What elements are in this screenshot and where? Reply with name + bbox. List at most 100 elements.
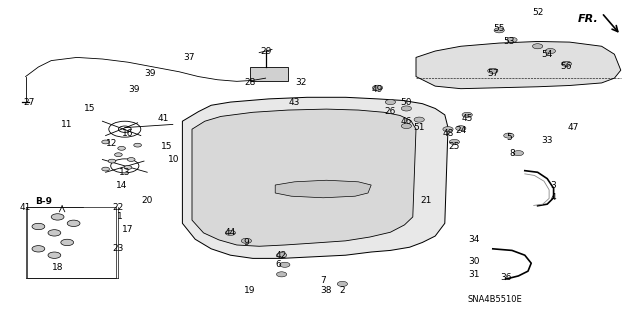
Text: 29: 29 <box>260 47 271 56</box>
Text: 42: 42 <box>276 251 287 260</box>
Text: 56: 56 <box>561 63 572 71</box>
Circle shape <box>504 133 514 138</box>
Circle shape <box>225 230 236 235</box>
Text: 31: 31 <box>468 270 479 279</box>
Circle shape <box>385 100 396 105</box>
Text: 17: 17 <box>122 225 134 234</box>
Circle shape <box>51 214 64 220</box>
Circle shape <box>241 238 252 243</box>
Text: 44: 44 <box>225 228 236 237</box>
Circle shape <box>102 167 109 171</box>
Text: 47: 47 <box>567 123 579 132</box>
Circle shape <box>561 61 572 66</box>
Text: 27: 27 <box>23 98 35 107</box>
Text: 4: 4 <box>551 193 556 202</box>
Circle shape <box>414 117 424 122</box>
Text: 6: 6 <box>276 260 281 269</box>
Text: 52: 52 <box>532 8 543 17</box>
Circle shape <box>532 44 543 49</box>
Circle shape <box>507 37 517 42</box>
Circle shape <box>48 252 61 258</box>
Polygon shape <box>192 109 416 246</box>
Circle shape <box>280 262 290 267</box>
Text: 9: 9 <box>244 238 249 247</box>
Text: SNA4B5510E: SNA4B5510E <box>467 295 522 304</box>
Text: 23: 23 <box>113 244 124 253</box>
Text: 39: 39 <box>145 69 156 78</box>
Text: 57: 57 <box>487 69 499 78</box>
Text: 12: 12 <box>106 139 118 148</box>
Text: 3: 3 <box>551 181 556 189</box>
Text: 25: 25 <box>449 142 460 151</box>
Circle shape <box>32 223 45 230</box>
Text: 21: 21 <box>420 197 431 205</box>
Circle shape <box>443 127 453 132</box>
FancyBboxPatch shape <box>250 67 288 81</box>
Text: 24: 24 <box>455 126 467 135</box>
Text: 33: 33 <box>541 136 553 145</box>
Text: 11: 11 <box>61 120 73 129</box>
Text: B-9: B-9 <box>35 197 52 206</box>
Circle shape <box>124 166 132 169</box>
Text: 2: 2 <box>340 286 345 295</box>
Circle shape <box>401 106 412 111</box>
Text: 36: 36 <box>500 273 511 282</box>
Circle shape <box>118 146 125 150</box>
Circle shape <box>449 139 460 145</box>
Text: 16: 16 <box>122 130 134 138</box>
Circle shape <box>276 272 287 277</box>
Text: 14: 14 <box>116 181 127 189</box>
Circle shape <box>456 126 466 131</box>
Text: 15: 15 <box>84 104 95 113</box>
Circle shape <box>494 28 504 33</box>
Circle shape <box>337 281 348 286</box>
Circle shape <box>127 158 135 161</box>
Circle shape <box>276 253 287 258</box>
Text: 1: 1 <box>118 212 123 221</box>
Text: 26: 26 <box>385 107 396 116</box>
Text: 46: 46 <box>401 117 412 126</box>
Text: 10: 10 <box>168 155 180 164</box>
Text: 54: 54 <box>541 50 553 59</box>
Circle shape <box>488 68 498 73</box>
Circle shape <box>48 230 61 236</box>
Text: 50: 50 <box>401 98 412 107</box>
Text: 28: 28 <box>244 78 255 87</box>
Polygon shape <box>182 97 448 258</box>
Text: 20: 20 <box>141 197 153 205</box>
Circle shape <box>372 85 383 90</box>
Circle shape <box>545 48 556 54</box>
Circle shape <box>401 123 412 129</box>
Text: 43: 43 <box>289 98 300 107</box>
Text: 7: 7 <box>321 276 326 285</box>
Text: 32: 32 <box>295 78 307 87</box>
Polygon shape <box>416 41 621 89</box>
Circle shape <box>102 140 109 144</box>
Circle shape <box>513 151 524 156</box>
Text: 55: 55 <box>493 24 505 33</box>
Text: 41: 41 <box>157 114 169 122</box>
Text: 48: 48 <box>442 130 454 138</box>
Text: 39: 39 <box>129 85 140 94</box>
Text: 22: 22 <box>113 203 124 212</box>
Circle shape <box>115 153 122 157</box>
Circle shape <box>67 220 80 226</box>
Text: 13: 13 <box>119 168 131 177</box>
Text: 37: 37 <box>183 53 195 62</box>
Circle shape <box>134 143 141 147</box>
Circle shape <box>108 159 116 163</box>
Circle shape <box>462 112 472 117</box>
Text: 49: 49 <box>372 85 383 94</box>
Text: 8: 8 <box>509 149 515 158</box>
Polygon shape <box>275 180 371 198</box>
Text: FR.: FR. <box>578 14 598 24</box>
Text: 51: 51 <box>413 123 425 132</box>
Circle shape <box>32 246 45 252</box>
Circle shape <box>61 239 74 246</box>
Text: 41: 41 <box>20 203 31 212</box>
Text: 15: 15 <box>161 142 172 151</box>
Text: 18: 18 <box>52 263 63 272</box>
Text: 53: 53 <box>503 37 515 46</box>
Text: 34: 34 <box>468 235 479 244</box>
Text: 45: 45 <box>461 114 473 122</box>
